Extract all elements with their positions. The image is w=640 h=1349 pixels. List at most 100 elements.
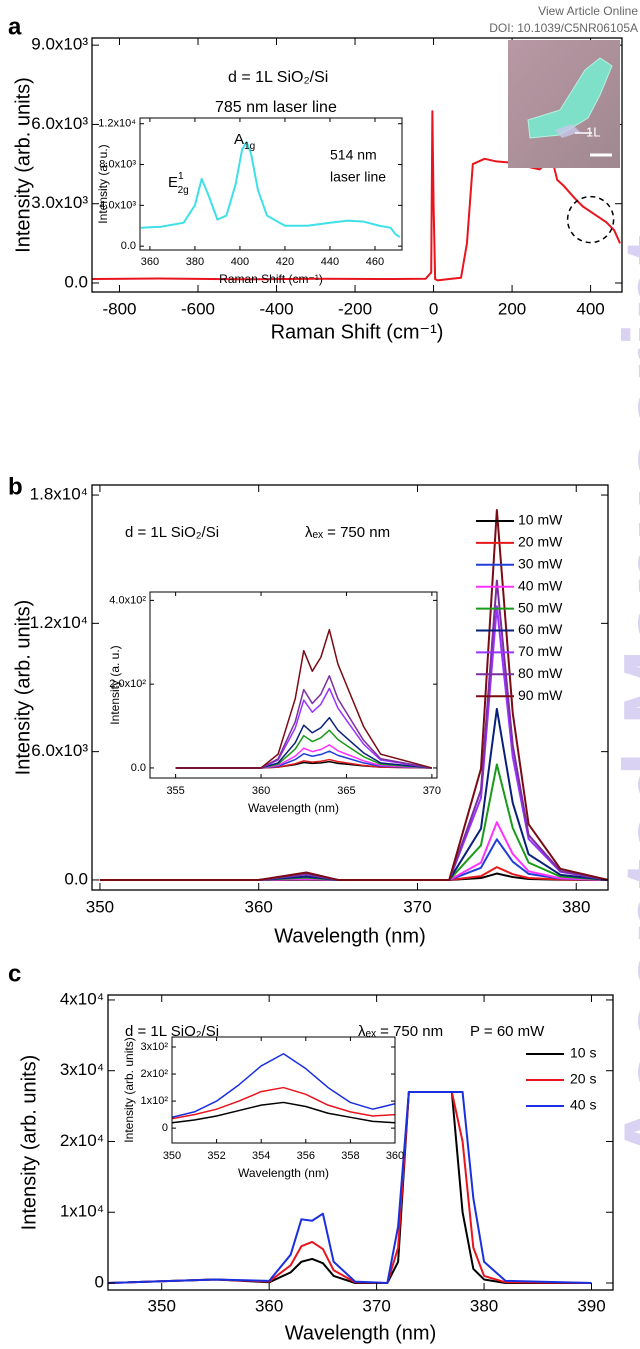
plot-background <box>150 592 437 778</box>
legend-label: 80 mW <box>518 665 563 681</box>
data-line <box>140 141 401 238</box>
annotation: d = 1L SiO₂/Si <box>125 1023 219 1040</box>
annotation: d = 1L SiO₂/Si <box>228 69 328 86</box>
inset-chart: 350 352 354 356 358 360 0 1x10² 2x10² 3x10² Wavele… <box>122 1036 404 1180</box>
peak-label-main: E <box>168 174 178 191</box>
plot-background <box>140 118 402 250</box>
peak-label-main: A <box>234 131 244 148</box>
x-tick-label: 370 <box>362 1296 390 1315</box>
data-line <box>172 1101 395 1124</box>
x-tick-label: -200 <box>338 299 372 318</box>
x-tick-label: 360 <box>255 1296 283 1315</box>
inset-chart: 360 380 400 420 440 460 0.0 4.0x10³ 8.0x10³ 1.2x1… <box>96 117 403 286</box>
x-tick-label: -600 <box>181 299 215 318</box>
x-tick-label: 400 <box>576 299 604 318</box>
y-tick-label: 9.0x10³ <box>31 35 88 54</box>
panel-letter: a <box>8 13 22 40</box>
y-tick-label: 3.0x10³ <box>31 193 88 212</box>
x-tick-label: 350 <box>163 1150 181 1162</box>
data-line <box>108 1090 592 1284</box>
x-axis-title: Wavelength (nm) <box>248 801 339 815</box>
panel-letter: b <box>8 473 23 500</box>
data-line <box>172 1053 395 1119</box>
peak-label-sup: 1 <box>178 171 184 182</box>
x-tick-label: -400 <box>260 299 294 318</box>
y-axis-title: Intensity (a. u.) <box>96 144 110 223</box>
legend-label: 60 mW <box>518 621 563 637</box>
flake <box>527 57 613 139</box>
y-tick-label: 4.0x10³ <box>99 199 136 211</box>
y-tick-label: 3x10² <box>140 1041 168 1053</box>
x-axis-title: Wavelength (nm) <box>238 1166 329 1180</box>
annotation: 514 nm <box>330 147 377 163</box>
x-tick-label: 360 <box>252 785 270 797</box>
x-tick-label: 370 <box>423 785 441 797</box>
y-tick-label: 0.0 <box>64 869 88 888</box>
data-line <box>99 707 608 881</box>
data-line <box>175 716 432 769</box>
y-tick-label: 2x10⁴ <box>60 1131 104 1150</box>
plot-frame <box>91 37 623 293</box>
data-line <box>175 687 432 769</box>
y-axis-title: Intensity (arb. units) <box>12 77 34 253</box>
y-tick-label: 1x10⁴ <box>60 1202 104 1221</box>
x-axis-title: Wavelength (nm) <box>274 925 426 947</box>
plot-area <box>99 509 608 881</box>
y-tick-label: 4x10⁴ <box>60 989 104 1008</box>
legend-label: 20 mW <box>518 534 563 550</box>
y-tick-label: 8.0x10³ <box>99 158 136 170</box>
annotation: P = 60 mW <box>470 1023 545 1040</box>
plot-background <box>172 1037 395 1143</box>
view-online-link[interactable]: View Article Online <box>538 4 638 18</box>
y-axis-title: Intensity (arb. units) <box>18 1055 40 1231</box>
x-tick-label: 370 <box>403 897 431 916</box>
data-line <box>92 110 621 282</box>
peak-label-sub: 1g <box>244 141 255 152</box>
plot-frame <box>91 484 609 891</box>
y-tick-label: 1x10² <box>140 1095 168 1107</box>
plot-area <box>108 1090 592 1284</box>
peak-label: A1g <box>234 131 255 152</box>
x-tick-label: 352 <box>207 1150 225 1162</box>
x-tick-label: 360 <box>141 256 159 268</box>
x-tick-label: 360 <box>386 1150 404 1162</box>
plot-frame <box>149 591 438 779</box>
plot-frame <box>139 117 403 251</box>
legend-label: 40 s <box>570 1097 596 1113</box>
y-tick-label: 4.0x10² <box>109 594 146 606</box>
data-line <box>175 744 432 769</box>
x-tick-label: 200 <box>498 299 526 318</box>
y-tick-label: 0.0 <box>64 272 88 291</box>
monolayer <box>555 124 580 138</box>
data-line <box>175 758 432 769</box>
y-tick-label: 1.2x10⁴ <box>98 118 136 130</box>
x-tick-label: 360 <box>245 897 273 916</box>
x-tick-label: -800 <box>102 299 136 318</box>
plot-area <box>172 1053 395 1124</box>
plot-area <box>92 110 621 282</box>
plot-frame <box>107 994 614 1291</box>
annotation: 785 nm laser line <box>215 99 337 116</box>
x-tick-label: 380 <box>562 897 590 916</box>
y-axis-title: Intensity (arb. units) <box>122 1037 136 1142</box>
y-tick-label: 0 <box>95 1272 104 1291</box>
legend-label: 10 mW <box>518 512 563 528</box>
legend-label: 70 mW <box>518 643 563 659</box>
inset-chart: 355 360 365 370 0.0 2.0x10² 4.0x10² Wavelength … <box>108 591 441 815</box>
x-tick-label: 350 <box>86 897 114 916</box>
y-tick-label: 2.0x10² <box>109 678 146 690</box>
x-tick-label: 420 <box>276 256 294 268</box>
y-tick-label: 6.0x10³ <box>31 741 88 760</box>
x-tick-label: 358 <box>341 1150 359 1162</box>
x-tick-label: 354 <box>252 1150 270 1162</box>
peak-label-sub: 2g <box>178 185 189 196</box>
legend-label: 50 mW <box>518 599 563 615</box>
annotation: d = 1L SiO₂/Si <box>125 524 219 541</box>
x-tick-label: 390 <box>577 1296 605 1315</box>
y-tick-label: 3x10⁴ <box>60 1060 104 1079</box>
legend-label: 40 mW <box>518 577 563 593</box>
y-tick-label: 0.0 <box>131 762 146 774</box>
x-tick-label: 460 <box>366 256 384 268</box>
data-line <box>99 509 608 881</box>
